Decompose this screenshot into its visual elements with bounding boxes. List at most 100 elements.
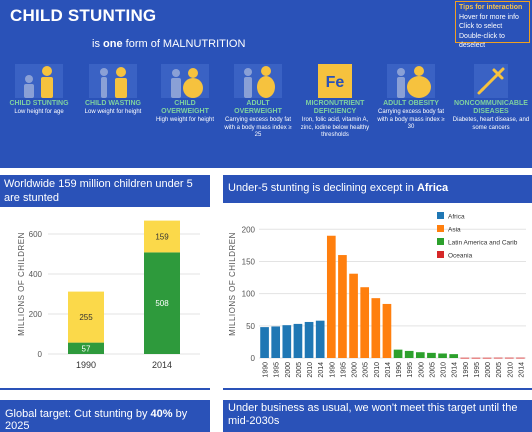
category-description: Low height for age <box>4 109 74 117</box>
short-and-tall-child-icon <box>15 64 63 98</box>
bar <box>371 298 380 358</box>
bar <box>472 358 481 359</box>
y-tick-label: 400 <box>29 270 43 279</box>
chart-background <box>223 204 532 388</box>
y-tick-label: 150 <box>242 257 256 266</box>
thin-and-normal-child-icon <box>89 64 137 98</box>
tips-line-hover: Hover for more info <box>459 13 526 23</box>
tips-line-click: Click to select <box>459 22 526 32</box>
x-tick-label: 2005 <box>496 362 503 378</box>
category-adult-overweight[interactable]: ADULT OVERWEIGHT Carrying excess body fa… <box>223 64 293 140</box>
bar <box>360 287 369 358</box>
bar-value-label: 255 <box>79 313 93 322</box>
category-label: ADULT OVERWEIGHT <box>223 100 293 116</box>
bar <box>405 351 414 358</box>
overweight-adult-icon <box>234 64 282 98</box>
legend-swatch <box>437 251 444 258</box>
bar <box>383 304 392 358</box>
panel-divider <box>223 388 532 390</box>
x-tick-label: 2014 <box>452 362 459 378</box>
bar <box>494 358 503 359</box>
bar <box>505 358 514 359</box>
x-tick-label: 1990 <box>76 360 96 370</box>
category-description: High weight for height <box>150 117 220 125</box>
category-description: Diabetes, heart disease, and some cancer… <box>452 117 530 132</box>
y-tick-label: 600 <box>29 230 43 239</box>
business-as-usual-header: Under business as usual, we won't meet t… <box>223 400 532 432</box>
x-tick-label: 2000 <box>285 362 292 378</box>
interaction-tips-box: Tips for interaction Hover for more info… <box>455 1 530 43</box>
category-noncommunicable-diseases[interactable]: NONCOMMUNICABLE DISEASES Diabetes, heart… <box>452 64 530 132</box>
category-label: CHILD STUNTING <box>4 100 74 108</box>
bar <box>438 353 447 358</box>
category-description: Carrying excess body fat with a body mas… <box>223 117 293 140</box>
category-micronutrient-deficiency[interactable]: Fe MICRONUTRIENT DEFICIENCY Iron, folic … <box>300 64 370 140</box>
x-tick-label: 2014 <box>318 362 325 378</box>
bar <box>483 358 492 359</box>
category-child-wasting[interactable]: CHILD WASTING Low weight for height <box>78 64 148 117</box>
x-tick-label: 2014 <box>518 362 525 378</box>
worldwide-stunting-header: Worldwide 159 million children under 5 a… <box>0 175 210 207</box>
x-tick-label: 2005 <box>296 362 303 378</box>
x-tick-label: 2014 <box>385 362 392 378</box>
y-tick-label: 100 <box>242 290 256 299</box>
y-tick-label: 200 <box>242 225 256 234</box>
bar <box>294 324 303 358</box>
legend-label: Latin America and Carib <box>448 240 518 247</box>
tips-line-deselect: Double-click to deselect <box>459 32 526 51</box>
bar <box>427 353 436 358</box>
y-tick-label: 200 <box>29 310 43 319</box>
category-label: NONCOMMUNICABLE DISEASES <box>452 100 530 116</box>
legend-swatch <box>437 212 444 219</box>
banner-subtitle: is one form of MALNUTRITION <box>92 38 245 50</box>
x-tick-label: 1995 <box>274 362 281 378</box>
category-label: MICRONUTRIENT DEFICIENCY <box>300 100 370 116</box>
regional-stunting-header: Under-5 stunting is declining except in … <box>223 175 532 203</box>
bar <box>460 358 469 359</box>
bar <box>416 352 425 358</box>
bar <box>282 325 291 358</box>
category-child-stunting[interactable]: CHILD STUNTING Low height for age <box>4 64 74 117</box>
category-description: Iron, folic acid, vitamin A, zinc, iodin… <box>300 117 370 140</box>
category-label: ADULT OBESITY <box>376 100 446 108</box>
category-child-overweight[interactable]: CHILD OVERWEIGHT High weight for height <box>150 64 220 125</box>
bar <box>516 358 525 359</box>
x-tick-label: 1990 <box>263 362 270 378</box>
bar <box>394 350 403 358</box>
x-tick-label: 1990 <box>396 362 403 378</box>
legend-swatch <box>437 238 444 245</box>
page-title: CHILD STUNTING <box>10 6 156 26</box>
y-tick-label: 0 <box>38 350 43 359</box>
category-adult-obesity[interactable]: ADULT OBESITY Carrying excess body fat w… <box>376 64 446 132</box>
panel-divider <box>0 388 210 390</box>
x-tick-label: 1990 <box>329 362 336 378</box>
x-tick-label: 2000 <box>485 362 492 378</box>
bar <box>260 327 269 358</box>
category-description: Carrying excess body fat with a body mas… <box>376 109 446 132</box>
bar <box>305 322 314 358</box>
bar-value-label: 508 <box>155 299 169 308</box>
category-description: Low weight for height <box>78 109 148 117</box>
y-axis-label: MILLIONS OF CHILDREN <box>17 232 26 336</box>
x-tick-label: 2010 <box>374 362 381 378</box>
x-tick-label: 1990 <box>463 362 470 378</box>
global-target-header: Global target: Cut stunting by 40% by 20… <box>0 400 210 432</box>
x-tick-label: 2005 <box>429 362 436 378</box>
x-tick-label: 1995 <box>474 362 481 378</box>
y-tick-label: 50 <box>246 322 255 331</box>
legend-label: Asia <box>448 227 461 234</box>
legend-swatch <box>437 225 444 232</box>
y-tick-label: 0 <box>251 354 256 363</box>
y-axis-label: MILLIONS OF CHILDREN <box>228 232 237 336</box>
obese-adult-icon <box>387 64 435 98</box>
bar <box>449 354 458 358</box>
bar <box>316 321 325 358</box>
bar-value-label: 57 <box>82 344 91 353</box>
iron-element-icon: Fe <box>318 64 352 98</box>
x-tick-label: 1995 <box>407 362 414 378</box>
bar <box>271 326 280 358</box>
x-tick-label: 2000 <box>352 362 359 378</box>
tips-heading: Tips for interaction <box>459 3 526 13</box>
x-tick-label: 2005 <box>363 362 370 378</box>
